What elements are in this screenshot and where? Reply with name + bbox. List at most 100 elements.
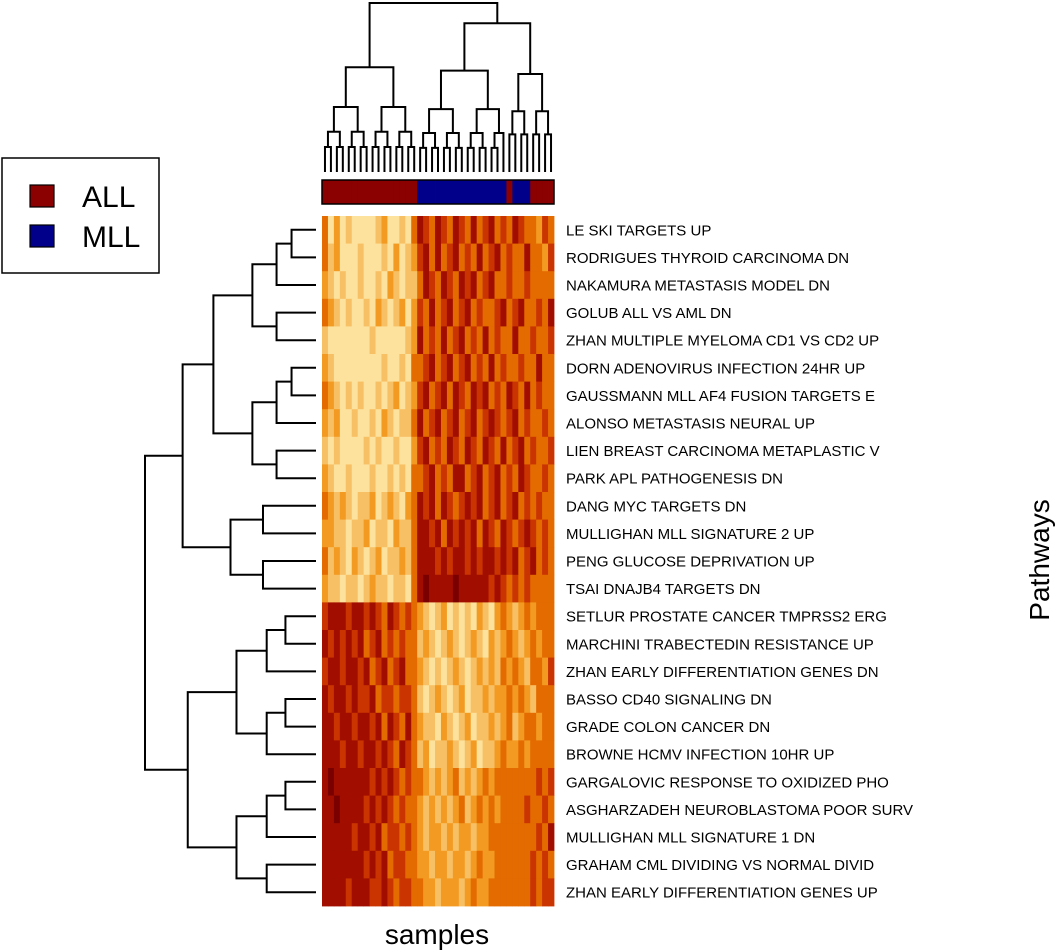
- heatmap-cell: [327, 574, 335, 603]
- column-group-cell: [500, 180, 507, 204]
- heatmap-cell: [530, 740, 537, 769]
- heatmap-cell: [327, 878, 335, 907]
- dendrogram-branch: [383, 146, 392, 172]
- heatmap-cell: [440, 326, 448, 355]
- heatmap-cell: [524, 409, 531, 438]
- heatmap-cell: [322, 602, 329, 631]
- heatmap-cell: [387, 271, 394, 300]
- heatmap-cell: [500, 271, 507, 300]
- x-axis-label: samples: [385, 919, 489, 950]
- heatmap-cell: [452, 298, 460, 327]
- heatmap-cell: [327, 492, 335, 520]
- heatmap-cell: [512, 630, 519, 658]
- dendrogram-branch: [181, 363, 231, 549]
- heatmap-cell: [470, 850, 478, 879]
- heatmap-cell: [494, 381, 501, 410]
- heatmap-cell: [333, 685, 341, 714]
- heatmap-cell: [435, 492, 442, 520]
- heatmap-cell: [464, 492, 472, 520]
- dendrogram-branch: [374, 130, 389, 148]
- heatmap-cell: [476, 823, 484, 852]
- heatmap-cell: [476, 243, 484, 272]
- heatmap-cell: [446, 216, 454, 244]
- heatmap-cell: [405, 630, 412, 658]
- heatmap-cell: [494, 795, 501, 824]
- heatmap-cell: [423, 354, 430, 382]
- column-group-cell: [333, 180, 341, 204]
- heatmap-cell: [369, 216, 376, 244]
- row-label: GARGALOVIC RESPONSE TO OXIDIZED PHO: [566, 774, 889, 791]
- heatmap-cell: [494, 326, 501, 355]
- heatmap-cell: [357, 657, 365, 686]
- heatmap-cell: [435, 436, 442, 465]
- heatmap-cell: [518, 326, 525, 355]
- heatmap-cell: [435, 216, 442, 244]
- heatmap-cell: [357, 436, 365, 465]
- heatmap-cell: [470, 354, 478, 382]
- heatmap-cell: [518, 216, 525, 244]
- heatmap-cell: [423, 492, 430, 520]
- heatmap-cell: [357, 878, 365, 907]
- heatmap-cell: [411, 492, 418, 520]
- heatmap-cell: [322, 685, 329, 714]
- heatmap-cell: [435, 740, 442, 769]
- heatmap-cell: [488, 326, 495, 355]
- column-group-cell: [339, 180, 347, 204]
- heatmap-cell: [327, 823, 335, 852]
- heatmap-cell: [530, 878, 537, 907]
- heatmap-cell: [393, 574, 400, 603]
- heatmap-cell: [345, 381, 353, 410]
- heatmap-cell: [452, 740, 460, 769]
- heatmap-cell: [399, 354, 406, 382]
- heatmap-cell: [494, 271, 501, 300]
- heatmap-cell: [399, 850, 406, 879]
- heatmap-cell: [488, 271, 495, 300]
- heatmap-cell: [399, 243, 406, 272]
- row-label: DANG MYC TARGETS DN: [566, 498, 746, 515]
- heatmap-cell: [345, 409, 353, 438]
- heatmap-cell: [458, 492, 466, 520]
- heatmap-cell: [548, 740, 555, 769]
- heatmap-cell: [476, 547, 484, 576]
- heatmap-cell: [399, 740, 406, 769]
- row-label: ZHAN MULTIPLE MYELOMA CD1 VS CD2 UP: [566, 333, 879, 350]
- row-label: MARCHINI TRABECTEDIN RESISTANCE UP: [566, 636, 874, 653]
- heatmap-cell: [446, 574, 454, 603]
- heatmap-cell: [458, 436, 466, 465]
- heatmap-cell: [435, 878, 442, 907]
- heatmap-cell: [542, 740, 549, 769]
- heatmap-cell: [339, 685, 347, 714]
- heatmap-cell: [548, 464, 555, 493]
- heatmap-cell: [429, 850, 436, 879]
- heatmap-cell: [322, 519, 329, 548]
- heatmap-cell: [435, 464, 442, 493]
- heatmap-cell: [423, 381, 430, 410]
- column-group-cell: [536, 180, 543, 204]
- heatmap-cell: [482, 685, 489, 714]
- heatmap-cell: [476, 464, 484, 493]
- row-label: TSAI DNAJB4 TARGETS DN: [566, 581, 760, 598]
- heatmap-cell: [333, 298, 341, 327]
- heatmap-cell: [405, 547, 412, 576]
- heatmap-cell: [482, 326, 489, 355]
- heatmap-cell: [345, 740, 353, 769]
- column-group-cell: [518, 180, 525, 204]
- heatmap-cell: [393, 768, 400, 796]
- heatmap-cell: [506, 436, 513, 465]
- heatmap-cell: [393, 740, 400, 769]
- heatmap-cell: [518, 630, 525, 658]
- heatmap-cell: [452, 685, 460, 714]
- heatmap-cell: [506, 354, 513, 382]
- heatmap-cell: [381, 464, 388, 493]
- heatmap-cell: [345, 657, 353, 686]
- heatmap-cell: [500, 768, 507, 796]
- heatmap-cell: [381, 850, 388, 879]
- dendrogram-branch: [463, 22, 532, 74]
- heatmap-cell: [458, 381, 466, 410]
- heatmap-cell: [464, 436, 472, 465]
- heatmap-cell: [488, 436, 495, 465]
- heatmap-cell: [440, 795, 448, 824]
- heatmap-cell: [429, 326, 436, 355]
- heatmap-cell: [423, 326, 430, 355]
